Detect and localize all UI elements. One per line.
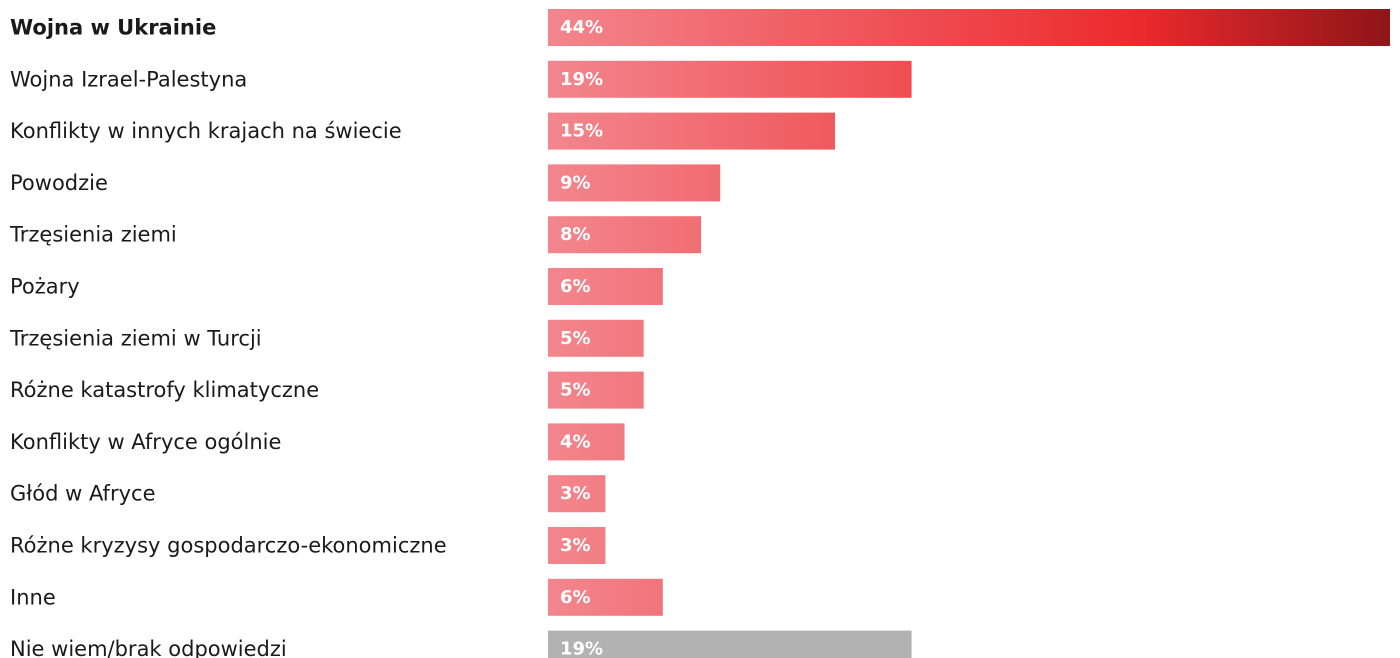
value-label: 5%: [560, 380, 591, 401]
bar: [548, 112, 836, 150]
category-label: Trzęsienia ziemi: [9, 223, 177, 247]
value-labels: 44% 19% 15% 9% 8% 6% 5% 5% 4% 3% 3% 6% 19%: [560, 17, 603, 658]
bar: [548, 164, 721, 202]
bar: [548, 423, 625, 461]
bar: [548, 527, 606, 564]
value-label: 3%: [560, 535, 591, 556]
value-label: 6%: [560, 276, 591, 297]
value-label: 4%: [560, 431, 591, 452]
category-label: Pożary: [10, 275, 80, 299]
bar: [548, 268, 663, 305]
category-label: Wojna Izrael-Palestyna: [10, 67, 247, 91]
category-label: Głód w Afryce: [10, 482, 155, 506]
value-label: 19%: [560, 639, 603, 658]
value-label: 44%: [560, 17, 603, 38]
value-label: 8%: [560, 224, 591, 245]
category-label: Konflikty w Afryce ogólnie: [10, 430, 281, 454]
category-labels: Wojna w Ukrainie Wojna Izrael-Palestyna Ko…: [9, 16, 447, 658]
value-label: 15%: [560, 121, 603, 142]
bars: [548, 9, 1390, 658]
category-label: Wojna w Ukrainie: [10, 16, 216, 40]
bar: [548, 319, 644, 357]
value-label: 3%: [560, 483, 591, 504]
value-label: 9%: [560, 172, 591, 193]
bar: [548, 9, 1390, 46]
bar: [548, 60, 912, 98]
bar: [548, 371, 644, 409]
category-label: Konflikty w innych krajach na świecie: [10, 119, 402, 143]
category-label: Inne: [10, 585, 56, 609]
category-label: Trzęsienia ziemi w Turcji: [9, 326, 262, 350]
category-label: Powodzie: [10, 171, 108, 195]
value-label: 6%: [560, 587, 591, 608]
category-label: Nie wiem/brak odpowiedzi: [10, 637, 287, 658]
bar: [548, 216, 702, 254]
value-label: 5%: [560, 328, 591, 349]
category-label: Różne kryzysy gospodarczo-ekonomiczne: [10, 534, 447, 558]
bar: [548, 578, 663, 616]
category-label: Różne katastrofy klimatyczne: [10, 378, 319, 402]
bar: [548, 475, 606, 513]
value-label: 19%: [560, 69, 603, 90]
bar: [548, 630, 912, 658]
